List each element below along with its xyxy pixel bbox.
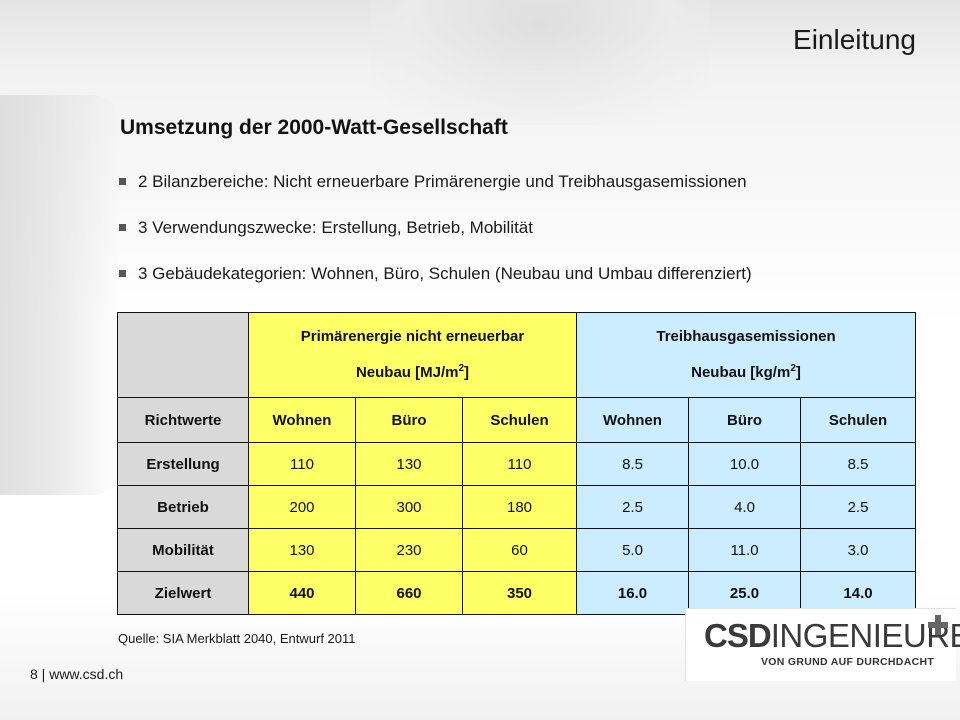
logo-brand-bold: CSD [704,617,772,654]
table-cell: 3.0 [800,528,916,572]
slide-title: Einleitung [793,24,916,55]
background-shape-top [370,0,710,125]
bullet-text: 3 Verwendungszwecke: Erstellung, Betrieb… [138,218,533,237]
table-cell: 130 [248,528,356,572]
table-row: Erstellung 110 130 110 8.5 10.0 8.5 [117,442,916,486]
column-header-wohnen: Wohnen [248,397,356,443]
csd-logo: CSDINGENIEURE VON GRUND AUF DURCHDACHT [685,608,960,681]
table-cell: 4.0 [688,485,801,529]
table-column-header-row: Richtwerte Wohnen Büro Schulen Wohnen Bü… [117,397,916,443]
column-header-buero: Büro [355,397,463,443]
table-row-total: Zielwert 440 660 350 16.0 25.0 14.0 [117,571,916,615]
square-bullet-icon [119,178,126,185]
table-cell: 16.0 [576,571,689,615]
table-cell: 110 [248,442,356,486]
bullet-text: 3 Gebäudekategorien: Wohnen, Büro, Schul… [138,264,752,283]
table-cell: 2.5 [576,485,689,529]
table-cell: 60 [462,528,577,572]
table-row: Betrieb 200 300 180 2.5 4.0 2.5 [117,485,916,529]
column-header-richtwerte: Richtwerte [117,397,249,443]
logo-wordmark: CSDINGENIEURE [704,617,960,655]
emissions-header-line1: Treibhausgasemissionen [656,328,836,345]
background-shape-left [0,95,120,495]
bullet-item: 3 Gebäudekategorien: Wohnen, Büro, Schul… [118,262,752,308]
table-cell: 110 [462,442,577,486]
unit-superscript: 2 [458,363,465,374]
primary-energy-header: Primärenergie nicht erneuerbar Neubau [M… [248,312,577,398]
table-cell: 130 [355,442,463,486]
section-heading: Umsetzung der 2000-Watt-Gesellschaft [120,116,508,139]
column-header-schulen: Schulen [800,397,916,443]
square-bullet-icon [119,270,126,277]
primary-energy-unit-text: Neubau [MJ/m [355,364,459,381]
bullet-item: 2 Bilanzbereiche: Nicht erneuerbare Prim… [118,170,752,216]
square-bullet-icon [119,224,126,231]
bullet-text: 2 Bilanzbereiche: Nicht erneuerbare Prim… [138,172,747,191]
column-header-wohnen: Wohnen [576,397,689,443]
table-cell: 11.0 [688,528,801,572]
footer-page-url: 8 | www.csd.ch [30,666,124,682]
table-cell: 25.0 [688,571,801,615]
table-cell: 14.0 [800,571,916,615]
primary-energy-header-line1: Primärenergie nicht erneuerbar [300,328,525,345]
table-cell: 2.5 [800,485,916,529]
table-cell: 5.0 [576,528,689,572]
plus-icon [928,615,948,635]
table-cell: 8.5 [576,442,689,486]
emissions-header-line2: Neubau [kg/m2] [577,355,915,391]
table-cell: 440 [248,571,356,615]
richtwerte-table: Primärenergie nicht erneuerbar Neubau [M… [117,312,916,615]
column-header-buero: Büro [688,397,801,443]
unit-bracket: ] [795,364,801,381]
unit-superscript: 2 [790,363,796,374]
column-header-schulen: Schulen [462,397,577,443]
row-label: Mobilität [117,528,249,572]
bullet-item: 3 Verwendungszwecke: Erstellung, Betrieb… [118,216,752,262]
row-label: Betrieb [117,485,249,529]
row-label: Erstellung [117,442,249,486]
unit-bracket: ] [464,364,470,381]
table-cell: 200 [248,485,356,529]
primary-energy-header-line2: Neubau [MJ/m2] [249,355,576,391]
row-label: Zielwert [117,571,249,615]
table-cell: 180 [462,485,577,529]
source-note: Quelle: SIA Merkblatt 2040, Entwurf 2011 [118,631,356,646]
table-cell: 300 [355,485,463,529]
table-cell: 10.0 [688,442,801,486]
table-cell: 230 [355,528,463,572]
emissions-unit-text: Neubau [kg/m [691,364,791,381]
table-cell: 8.5 [800,442,916,486]
table-cell: 660 [355,571,463,615]
table-group-header-row: Primärenergie nicht erneuerbar Neubau [M… [117,312,916,398]
emissions-header: Treibhausgasemissionen Neubau [kg/m2] [576,312,916,398]
table-corner-cell [117,312,249,398]
table-row: Mobilität 130 230 60 5.0 11.0 3.0 [117,528,916,572]
table-cell: 350 [462,571,577,615]
logo-tagline: VON GRUND AUF DURCHDACHT [761,656,935,668]
bullet-list: 2 Bilanzbereiche: Nicht erneuerbare Prim… [118,170,752,308]
